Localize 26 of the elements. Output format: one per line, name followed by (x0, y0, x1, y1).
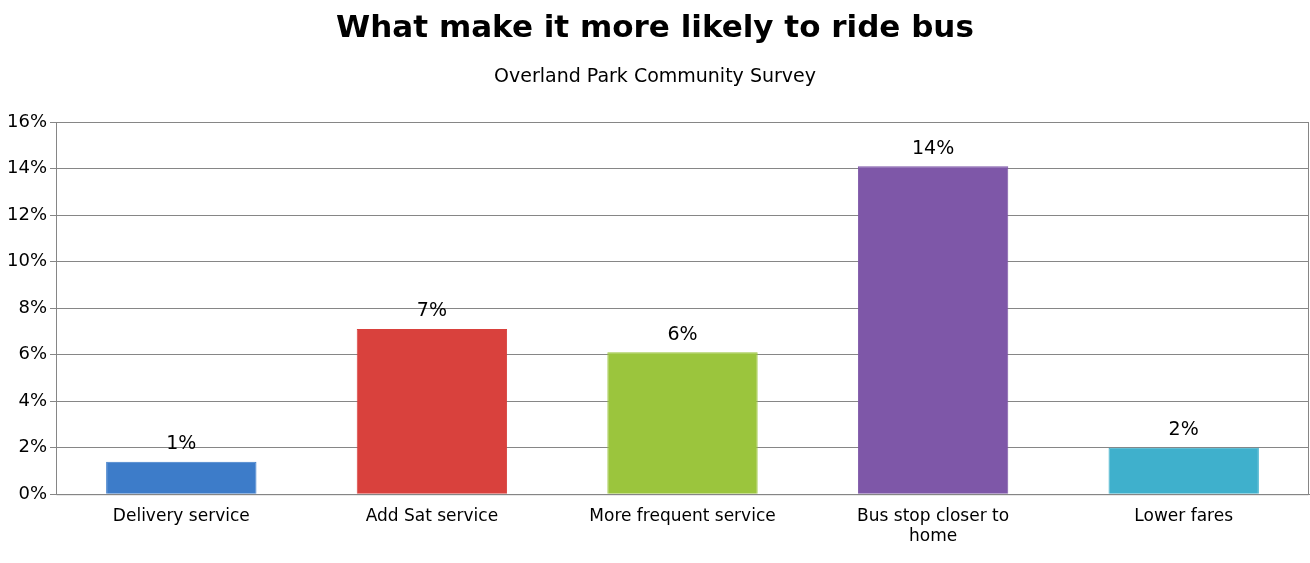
x-tick-label: Lower fares (1134, 504, 1234, 525)
data-label: 1% (166, 431, 197, 454)
y-tick-label: 12% (6, 202, 48, 224)
x-tick-label: Bus stop closer to home (857, 504, 1010, 546)
x-tick-label: Delivery service (112, 504, 250, 525)
bar (1108, 447, 1259, 494)
data-label: 14% (911, 135, 955, 158)
y-tick-label: 4% (18, 388, 48, 410)
chart-subtitle: Overland Park Community Survey (493, 64, 817, 86)
bar (607, 352, 758, 494)
bar (356, 329, 508, 494)
y-tick-label: 14% (6, 156, 48, 178)
x-tick-label: Add Sat service (365, 504, 499, 525)
data-label: 6% (667, 321, 698, 344)
y-tick-label: 0% (18, 481, 48, 503)
y-tick-label: 8% (18, 295, 48, 317)
y-tick-label: 10% (6, 249, 48, 271)
bar (106, 461, 257, 494)
x-tick-label: More frequent service (589, 504, 776, 525)
chart-title: What make it more likely to ride bus (335, 8, 975, 44)
bar (857, 166, 1009, 494)
data-label: 2% (1168, 417, 1199, 440)
data-label: 7% (416, 298, 447, 321)
y-tick-label: 16% (6, 109, 48, 131)
y-tick-label: 2% (18, 435, 48, 457)
y-tick-label: 6% (18, 342, 48, 364)
